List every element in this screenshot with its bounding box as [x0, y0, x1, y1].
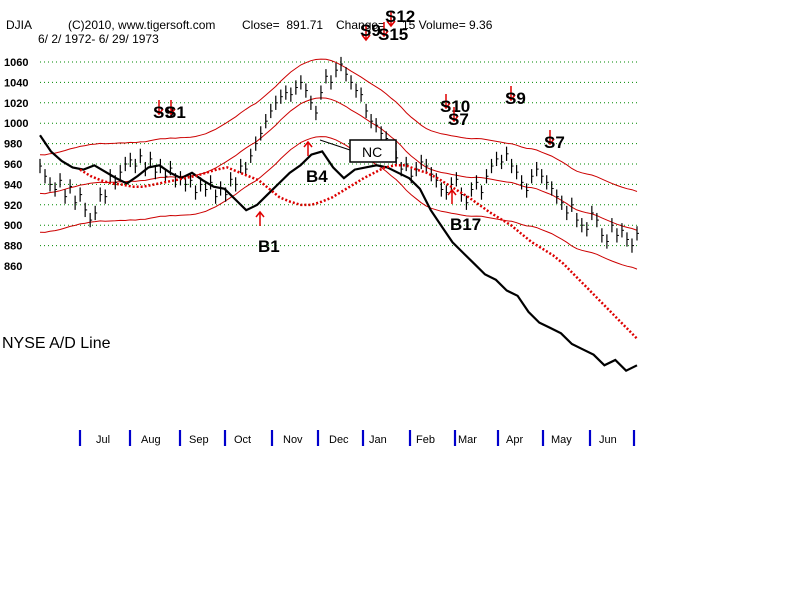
upper-band — [39, 58, 638, 192]
month-label: Aug — [141, 434, 161, 446]
y-tick-label: 1060 — [4, 57, 28, 69]
month-label: Sep — [189, 434, 209, 446]
signal-label: S1 — [165, 103, 186, 122]
ad-line-label: NYSE A/D Line — [2, 335, 111, 352]
y-tick-label: 880 — [4, 241, 22, 253]
signal-label: S15 — [378, 25, 408, 44]
chart-change: Change= — [336, 18, 386, 32]
signal-label: S7 — [448, 110, 469, 129]
ad-moving-average — [79, 164, 638, 340]
month-label: Jan — [369, 434, 387, 446]
signal-label: S10 — [440, 97, 470, 116]
signal-label: S12 — [385, 7, 415, 26]
month-label: Mar — [458, 434, 477, 446]
month-label: Jul — [96, 434, 110, 446]
chart-ticker: DJIA — [6, 18, 33, 32]
month-label: Oct — [234, 434, 251, 446]
nc-leader — [319, 139, 351, 151]
signal-label: B17 — [450, 215, 481, 234]
month-label: Jun — [599, 434, 617, 446]
chart-source: (C)2010, www.tigersoft.com — [68, 18, 216, 32]
price-bars — [39, 56, 639, 253]
chart-volume: 15 Volume= 9.36 — [402, 18, 493, 32]
middle-band — [39, 97, 638, 231]
lower-band — [39, 136, 638, 270]
bands — [39, 58, 638, 270]
month-label: May — [551, 434, 572, 446]
sell-arrow — [545, 130, 555, 146]
month-label: Feb — [416, 434, 435, 446]
ad-line — [39, 134, 638, 373]
y-tick-label: 1020 — [4, 98, 28, 110]
sell-arrow — [386, 12, 396, 28]
sell-arrow — [506, 86, 516, 102]
y-tick-label: 980 — [4, 139, 22, 151]
y-tick-label: 900 — [4, 220, 22, 232]
y-tick-label: 1040 — [4, 77, 28, 89]
month-label: Nov — [283, 434, 303, 446]
signal-label: B4 — [306, 167, 328, 186]
signal-label: S9 — [505, 89, 526, 108]
signal-label: B1 — [258, 237, 280, 256]
nc-box — [349, 139, 397, 163]
y-tick-label: 940 — [4, 179, 22, 191]
sell-arrow — [441, 94, 451, 110]
ad-line-group — [39, 134, 638, 373]
y-tick-label: 920 — [4, 200, 22, 212]
chart-date-range: 6/ 2/ 1972- 6/ 29/ 1973 — [38, 32, 159, 46]
buy-arrow — [447, 188, 457, 204]
month-label: Dec — [329, 434, 349, 446]
y-tick-label: 1000 — [4, 118, 28, 130]
month-axis: Jul Aug Sep Oct Nov Dec Jan Feb Mar Apr May Jun — [78, 430, 636, 446]
y-tick-label: 960 — [4, 159, 22, 171]
sell-arrow — [166, 100, 176, 116]
nc-label: NC — [362, 144, 382, 160]
buy-arrow — [303, 140, 313, 156]
signal-label: S9 — [153, 103, 174, 122]
signal-label: S7 — [544, 133, 565, 152]
sell-arrow — [154, 100, 164, 116]
sell-arrow — [361, 26, 371, 42]
buy-arrow — [255, 210, 265, 226]
chart-close: Close= 891.71 — [242, 18, 324, 32]
sell-arrow — [379, 22, 389, 38]
grid-lines — [40, 61, 637, 247]
y-axis-ticks: 860 880 900 920 940 960 980 1000 1020 1040 1060 — [4, 57, 28, 273]
signal-label: S9 — [360, 21, 381, 40]
y-tick-label: 860 — [4, 261, 22, 273]
month-label: Apr — [506, 434, 523, 446]
sell-arrow — [449, 107, 459, 123]
nc-annotation: NC — [319, 139, 397, 163]
